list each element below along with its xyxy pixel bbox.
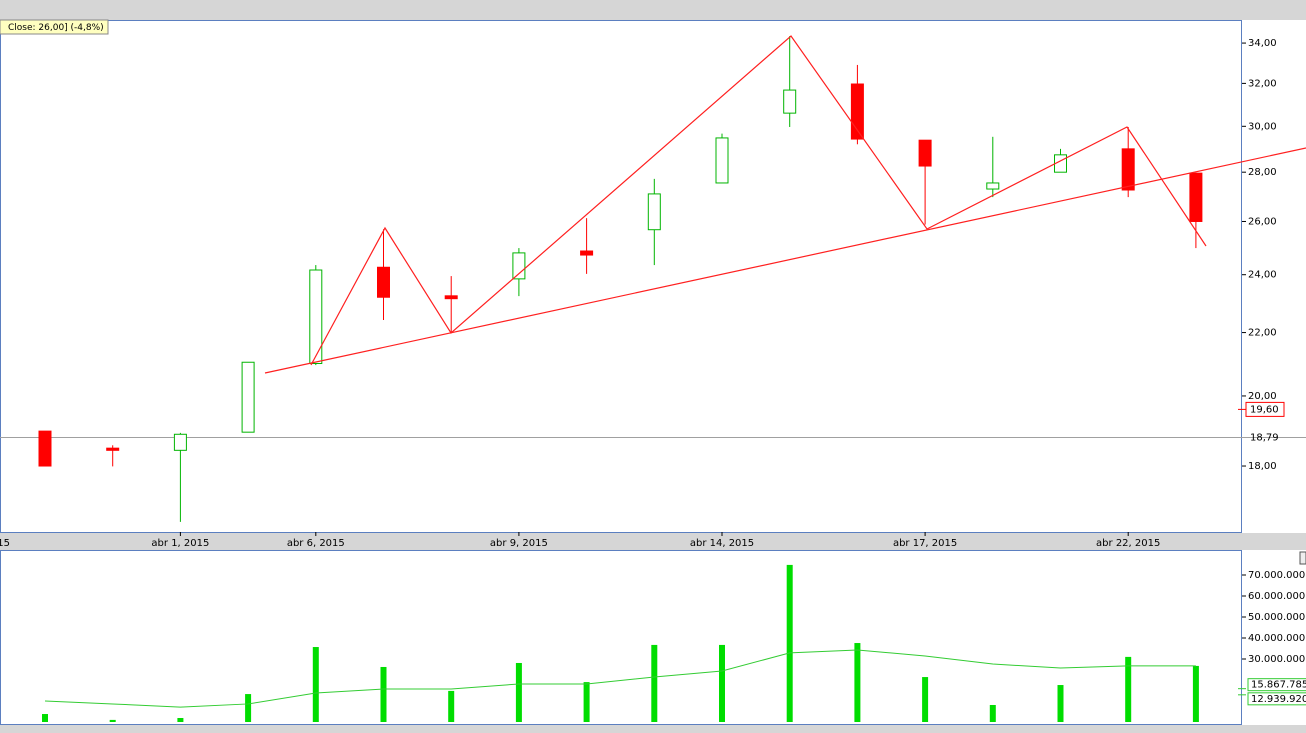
volume-bar [42,714,48,722]
volume-bar [1057,685,1064,722]
zigzag-drawing [310,35,1207,366]
price-label: 19,60 [1250,404,1279,415]
x-tick-label: abr 1, 2015 [151,538,209,549]
y-tick-label: 22,00 [1248,328,1277,339]
candle-body [715,137,729,184]
volume-bar [719,644,725,722]
candle-body [1189,172,1203,222]
x-tick-label: abr 6, 2015 [287,538,345,549]
price-panel [0,20,1306,533]
y-tick-label: 50.000.000 [1248,612,1305,623]
y-tick-label: 20,00 [1248,391,1277,402]
y-tick-label: 30,00 [1248,121,1277,132]
candle-body [309,269,323,365]
x-tick-label: abr 14, 2015 [690,538,754,549]
panel-button[interactable] [1299,551,1306,565]
candle-body [241,361,255,433]
volume-marker-box [1247,678,1306,692]
y-tick-label: 70.000.000 [1248,570,1305,581]
candle-body [580,250,594,256]
volume-bar [786,564,793,722]
candle-body [173,433,187,451]
plot-layer: 18,00 20,00 22,00 24,00 26,00 28,00 30,00 32,00… [0,36,1306,722]
volume-bar [245,694,252,722]
y-tick-label: 40.000.000 [1248,633,1305,644]
candle-body [783,89,797,114]
volume-bar [854,643,861,722]
volume-bar [583,682,590,722]
y-tick-label: 32,00 [1248,78,1277,89]
y-tick-label: 18,00 [1248,461,1277,472]
candle-body [106,447,120,451]
candle-body [377,266,390,298]
volume-bar [651,644,658,722]
candle-body [1121,148,1135,191]
candle-body [444,295,458,300]
volume-bar [109,719,116,722]
volume-bar [380,666,387,722]
edge-x-label: 15 [0,538,10,549]
trend-line [264,147,1306,374]
close-box [0,19,109,35]
y-tick-label: 26,00 [1248,216,1277,227]
candle-body [986,182,1000,190]
volume-bar [177,718,184,722]
volume-marker-label: 12.939.920 [1251,694,1306,705]
close-label: Close: 26,00] (-4,8%) [8,23,104,33]
volume-bar [312,647,319,722]
y-tick-label: 30.000.000 [1248,654,1305,665]
candle-body [38,430,52,467]
x-tick-label: abr 17, 2015 [893,538,957,549]
x-tick-label: abr 22, 2015 [1096,538,1160,549]
volume-bar [922,677,929,722]
price-label-box [1245,401,1285,417]
volume-bar [515,662,522,722]
volume-marker-label: 15.867.785 [1251,680,1306,691]
y-tick-label: 24,00 [1248,270,1277,281]
y-tick-label: 34,00 [1248,38,1277,49]
price-label: 18,79 [1250,432,1279,443]
candle-body [647,193,661,231]
y-tick-label: 60.000.000 [1248,591,1305,602]
candle-body [918,139,932,167]
volume-bar [1125,656,1132,722]
x-tick-label: abr 9, 2015 [490,538,548,549]
volume-plot-border [0,550,1242,725]
volume-bar [448,690,455,722]
volume-bar [1192,665,1199,722]
volume-bar [989,704,996,722]
y-tick-label: 28,00 [1248,167,1277,178]
candle-body [512,252,526,280]
volume-marker-box [1247,692,1306,706]
price-plot-border [0,20,1242,533]
volume-average-line [44,649,1196,708]
